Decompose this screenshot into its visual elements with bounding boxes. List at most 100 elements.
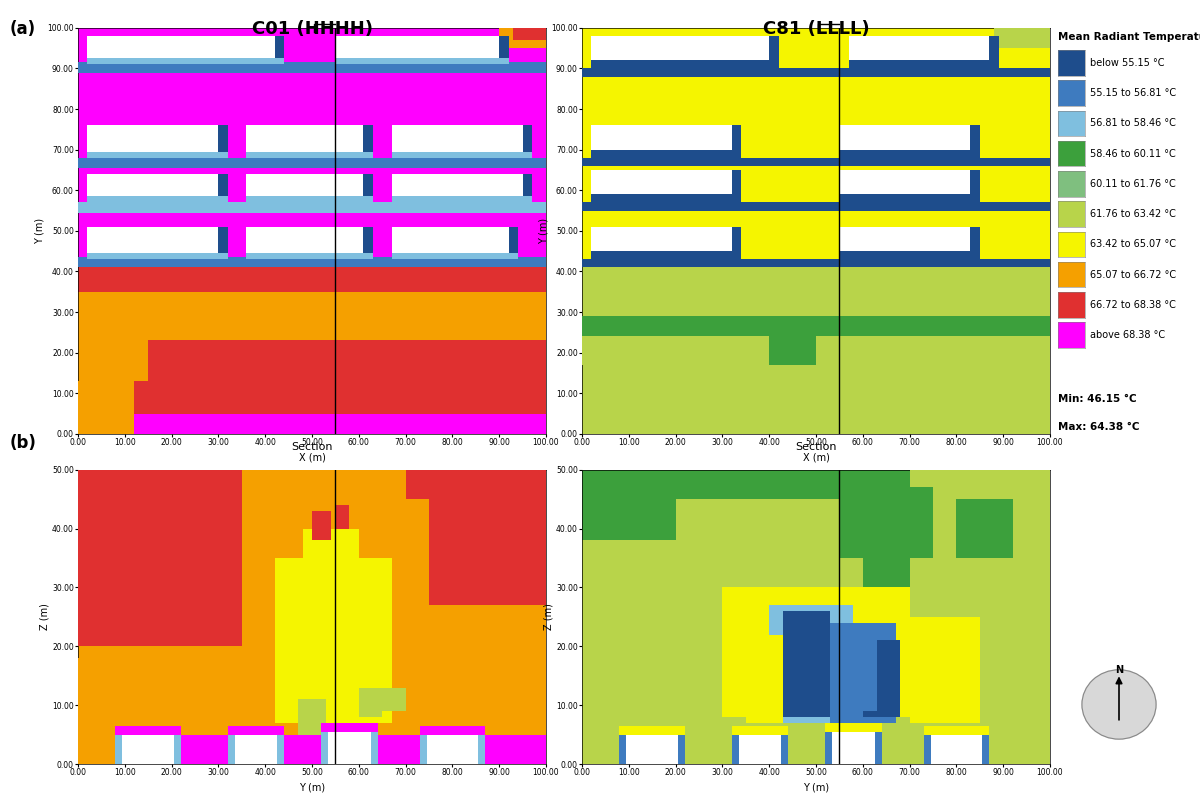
Text: N: N — [1115, 665, 1123, 674]
Bar — [592, 150, 742, 158]
Bar — [149, 341, 546, 381]
Bar — [592, 125, 732, 150]
Bar — [78, 202, 546, 213]
Bar — [322, 732, 378, 764]
Bar — [830, 622, 895, 723]
Text: 55.15 to 56.81 °C: 55.15 to 56.81 °C — [1090, 88, 1176, 98]
Bar — [391, 174, 523, 197]
Bar — [298, 700, 326, 735]
Bar — [592, 125, 742, 158]
Bar — [174, 735, 181, 764]
Bar — [322, 723, 378, 732]
Bar — [364, 174, 373, 197]
Bar — [364, 125, 373, 152]
Bar — [722, 587, 979, 717]
Bar — [88, 125, 228, 158]
Bar — [246, 197, 373, 202]
Bar — [840, 150, 979, 158]
Bar — [971, 125, 980, 150]
Y-axis label: Y (m): Y (m) — [539, 218, 548, 244]
Bar — [875, 732, 882, 764]
Y-axis label: Z (m): Z (m) — [544, 603, 553, 630]
Text: Mean Radiant Temperature: Mean Radiant Temperature — [1058, 32, 1200, 42]
Bar — [78, 257, 546, 267]
Bar — [336, 36, 509, 64]
Bar — [115, 735, 181, 764]
Bar — [848, 60, 998, 68]
Bar — [732, 170, 742, 194]
Bar — [840, 125, 979, 158]
Bar — [228, 726, 284, 735]
Bar — [592, 251, 742, 259]
Bar — [514, 28, 546, 40]
Bar — [509, 227, 518, 253]
Bar — [246, 253, 373, 259]
Bar — [246, 174, 373, 202]
Bar — [863, 499, 1050, 587]
Bar — [522, 174, 532, 197]
Bar — [592, 170, 742, 202]
Text: 58.46 to 60.11 °C: 58.46 to 60.11 °C — [1090, 149, 1175, 158]
Bar — [246, 125, 364, 152]
Bar — [784, 611, 830, 717]
Bar — [592, 36, 779, 68]
Bar — [826, 732, 882, 764]
Bar — [382, 688, 406, 711]
Bar — [840, 170, 971, 194]
Bar — [522, 125, 532, 152]
Circle shape — [1082, 669, 1156, 739]
Bar — [420, 726, 485, 735]
Bar — [88, 253, 228, 259]
Bar — [218, 174, 228, 197]
Bar — [971, 227, 980, 251]
Bar — [863, 641, 900, 717]
Bar — [406, 470, 546, 605]
Bar — [78, 62, 546, 72]
Bar — [115, 735, 122, 764]
Bar — [88, 125, 218, 152]
Bar — [732, 227, 742, 251]
Text: C01 (HHHH): C01 (HHHH) — [252, 20, 372, 38]
X-axis label: Y (m): Y (m) — [299, 783, 325, 793]
Bar — [420, 735, 485, 764]
Bar — [592, 227, 742, 259]
Bar — [391, 227, 518, 259]
Bar — [78, 291, 546, 381]
Bar — [582, 263, 1050, 434]
Bar — [218, 227, 228, 253]
Bar — [956, 499, 1013, 558]
Bar — [149, 499, 546, 735]
Bar — [391, 197, 532, 202]
Bar — [364, 227, 373, 253]
Bar — [78, 470, 289, 587]
Bar — [592, 227, 732, 251]
Bar — [732, 735, 788, 764]
Bar — [840, 330, 942, 337]
Bar — [302, 529, 359, 705]
Bar — [678, 735, 685, 764]
Bar — [88, 174, 228, 202]
Bar — [88, 174, 218, 197]
Bar — [826, 732, 833, 764]
Bar — [218, 125, 228, 152]
Bar — [78, 381, 134, 434]
Bar — [246, 125, 373, 158]
Bar — [732, 726, 788, 735]
Text: 56.81 to 58.46 °C: 56.81 to 58.46 °C — [1090, 119, 1176, 128]
Bar — [619, 735, 685, 764]
Bar — [391, 152, 532, 158]
Bar — [88, 58, 284, 64]
Bar — [88, 36, 284, 64]
Bar — [391, 227, 509, 253]
Bar — [78, 658, 134, 764]
Bar — [88, 227, 218, 253]
Text: below 55.15 °C: below 55.15 °C — [1090, 58, 1164, 68]
Bar — [582, 316, 1050, 365]
Bar — [228, 735, 284, 764]
Bar — [499, 36, 509, 58]
Bar — [582, 202, 1050, 210]
Bar — [391, 253, 518, 259]
Bar — [848, 36, 998, 68]
Bar — [246, 152, 373, 158]
Text: 66.72 to 68.38 °C: 66.72 to 68.38 °C — [1090, 300, 1176, 310]
